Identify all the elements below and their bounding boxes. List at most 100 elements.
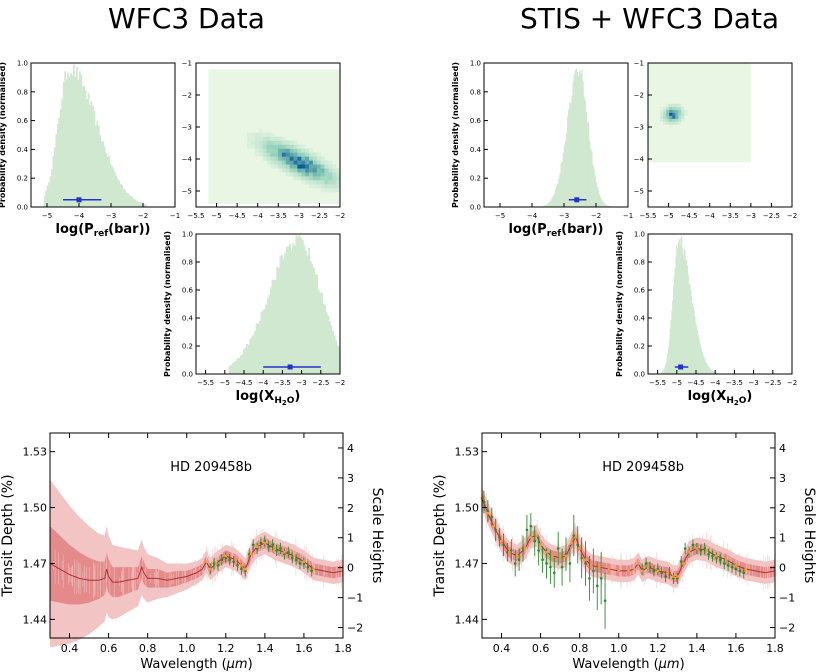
hist-bar: [681, 236, 683, 374]
y-tick-label: 0.4: [182, 315, 194, 323]
hist-bar: [103, 146, 106, 207]
hist-bar: [300, 237, 303, 374]
x-tick-label: −1: [623, 212, 633, 220]
x-tick-label: 1.8: [766, 642, 784, 655]
y-tick-label: 0.4: [470, 146, 482, 154]
heatmap-cell: [332, 187, 337, 193]
y2-tick-label: 2: [347, 502, 354, 515]
x-tick-label: 1.6: [295, 642, 313, 655]
heatmap-cell: [281, 136, 287, 141]
heatmap-cell: [289, 164, 294, 169]
hist-bar: [704, 358, 706, 374]
heatmap-cell: [309, 180, 314, 185]
hist-bar: [295, 235, 298, 374]
binned-model-point: [204, 560, 208, 563]
hist-bar: [134, 199, 137, 207]
y2-tick-label: 1: [779, 532, 786, 545]
heatmap-cell: [316, 164, 321, 169]
hist-bar: [595, 182, 597, 207]
heatmap-cell: [312, 180, 318, 185]
data-point: [556, 547, 560, 550]
heatmap-cell: [293, 148, 298, 153]
xlabel-end: ): [680, 657, 685, 672]
heatmap-cell: [262, 148, 267, 153]
heatmap-cell: [312, 164, 318, 169]
heatmap-cell: [663, 121, 667, 125]
binned-model-point: [292, 554, 296, 558]
hist-bar: [683, 248, 685, 374]
y-tick-label: 0.2: [17, 175, 28, 183]
heatmap-cell: [293, 172, 298, 177]
hist-bar: [585, 111, 588, 207]
hist-bar: [712, 371, 714, 374]
binned-model-point: [564, 554, 568, 558]
x-tick-label: 1.0: [178, 642, 196, 655]
left_hist_X-xlabel-end: ): [294, 389, 300, 404]
hist-bar: [270, 287, 272, 374]
y-tick-label: 1.0: [182, 231, 193, 239]
hist-bar: [545, 204, 547, 207]
hist-bar: [65, 79, 68, 207]
heatmap-cell: [324, 160, 329, 165]
hist-bar: [597, 190, 600, 207]
heatmap-cell: [301, 164, 306, 169]
heatmap-cell: [669, 121, 673, 125]
hist-bar: [314, 274, 317, 374]
heatmap-cell: [309, 172, 314, 177]
binned-model-point: [666, 571, 669, 575]
heatmap-cell: [289, 144, 294, 149]
hist-bar: [92, 106, 94, 207]
heatmap-cell: [305, 164, 310, 169]
hist-bar: [97, 125, 100, 207]
heatmap-cell: [285, 172, 290, 177]
data-point: [290, 556, 294, 560]
left_hist_P-panel: −5 −4 −3 −2 −1 0.0 0.2 0.4 0.6 0.8 1.0 Probability …: [0, 60, 180, 240]
hist-bar: [130, 195, 132, 207]
data-point: [726, 564, 730, 567]
data-point: [660, 571, 664, 575]
hist-bar: [105, 152, 108, 207]
left_spectrum-planet-label: HD 209458b: [170, 460, 252, 475]
heatmap-cell: [316, 168, 321, 173]
data-point: [580, 556, 583, 560]
x-tick-label: −3.5: [270, 212, 287, 220]
heatmap-cell: [305, 152, 310, 157]
binned-model-point: [508, 550, 511, 554]
right_corner_2d-panel: −5.5 −5 −4.5 −4 −3.5 −3 −2.5 −2 −5 −4 −3 −2 −1: [634, 60, 797, 221]
x-tick-label: 0.8: [139, 642, 157, 655]
hist-bar: [319, 292, 322, 374]
heatmap-cell: [678, 109, 682, 113]
right_spectrum-xlabel: Wavelength (μm): [572, 657, 684, 672]
binned-model-point: [523, 547, 527, 550]
y-tick-label: 0.0: [634, 371, 645, 379]
hist-bar: [579, 70, 581, 207]
heatmap-cell: [675, 106, 679, 110]
binned-model-point: [607, 567, 611, 571]
heatmap-cell: [274, 156, 279, 161]
binned-model-point: [249, 552, 253, 556]
hist-bar: [289, 243, 291, 374]
heatmap-cell: [274, 136, 279, 141]
data-point: [513, 562, 517, 565]
heatmap-cell: [309, 156, 314, 161]
hist-bar: [252, 334, 255, 374]
hist-bar: [674, 267, 676, 374]
heatmap-cell: [297, 156, 302, 161]
heatmap-cell: [278, 164, 283, 169]
hist-bar: [700, 348, 703, 374]
model-line: [49, 542, 344, 583]
x-tick-label: −3.5: [722, 212, 739, 220]
heatmap-cell: [666, 109, 670, 113]
heatmap-cell: [316, 160, 321, 165]
hist-bar: [45, 190, 48, 207]
heatmap-cell: [293, 152, 298, 157]
binned-model-point: [676, 575, 679, 578]
x-tick-label: 0.8: [571, 642, 589, 655]
hist-bar: [122, 188, 125, 207]
heatmap-cell: [312, 160, 318, 165]
binned-model-point: [551, 554, 554, 558]
hist-bar: [593, 168, 595, 207]
xlabel-main: Wavelength (: [140, 657, 226, 672]
x-tick-label: 0.6: [532, 642, 550, 655]
right_hist_P-xlabel-end: (bar)): [561, 222, 603, 237]
